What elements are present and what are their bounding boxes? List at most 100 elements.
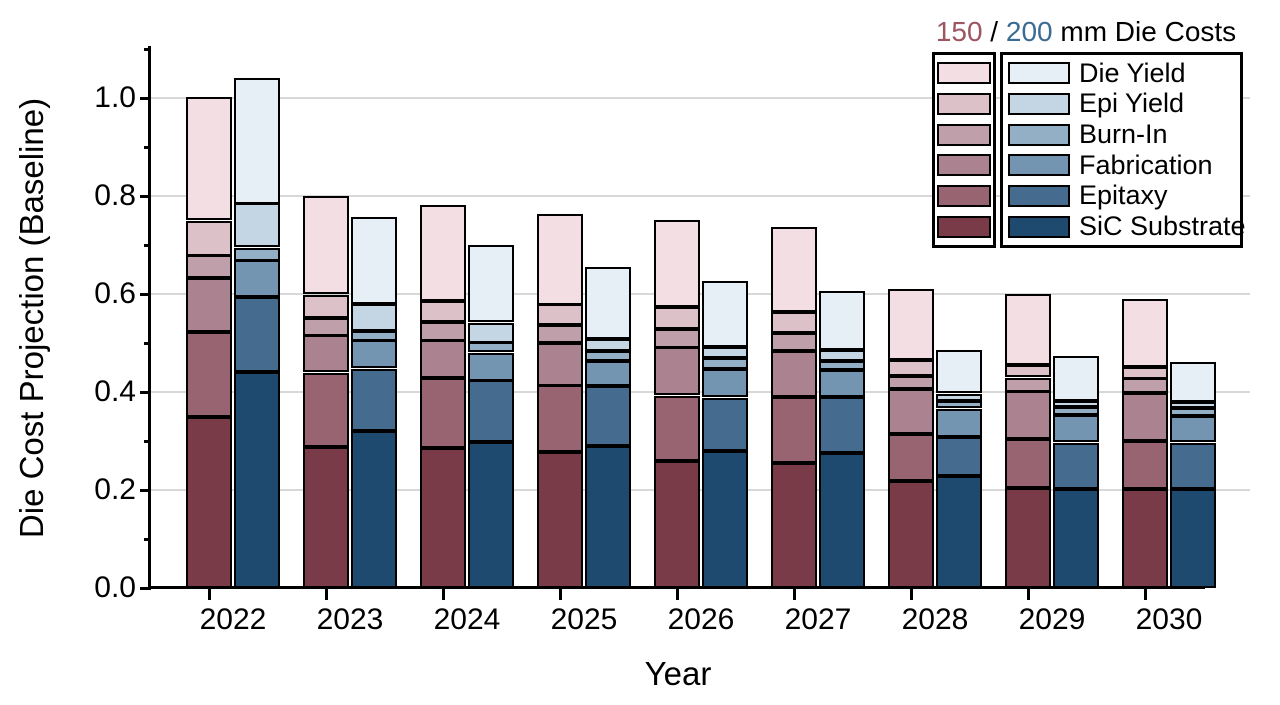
bar-segment-fabrication [771,351,817,397]
x-tick-label-2026: 2026 [667,603,735,636]
legend-label-sic-substrate: SiC Substrate [1079,211,1246,242]
bar-segment-epi-yield [585,339,631,351]
bar-segment-sic-substrate [771,463,817,588]
bar-segment-epi-yield [468,323,514,343]
y-tick-label-0.6: 0.6 [94,277,136,310]
bar-segment-die-yield [888,289,934,360]
bar-segment-die-yield [1122,299,1168,367]
bar-segment-sic-substrate [537,452,583,588]
bar-segment-epi-yield [351,304,397,331]
legend-box-200mm: Die Yield Epi Yield Burn-In Fabrication Epit… [1000,52,1246,248]
legend-row-epitaxy: Epitaxy [1003,182,1168,209]
legend-swatch-150mm-burn-in [937,123,991,146]
legend-swatch-150mm-epi-yield [937,92,991,115]
bar-segment-burn-in [585,351,631,361]
bar-segment-sic-substrate [1170,489,1216,588]
legend-swatch-200mm-burn-in [1008,123,1070,146]
plot-area [151,48,1250,589]
x-tick-2023 [325,588,328,600]
x-tick-label-2029: 2029 [1018,603,1086,636]
bar-150mm-2024 [420,205,466,588]
bar-segment-epi-yield [1122,367,1168,379]
legend-row-die-yield: Die Yield [1003,59,1186,87]
bar-segment-burn-in [1170,408,1216,416]
grid-line-1.0 [151,97,1250,99]
legend-label-fabrication: Fabrication [1079,149,1213,180]
bar-segment-burn-in [186,255,232,278]
x-tick-label-2030: 2030 [1135,603,1203,636]
bar-segment-sic-substrate [819,453,865,588]
bar-200mm-2026 [702,281,748,588]
bar-segment-fabrication [1122,393,1168,441]
x-tick-label-2024: 2024 [433,603,501,636]
bar-segment-fabrication [888,389,934,434]
legend-swatch-150mm-sic-substrate [937,215,991,238]
bar-segment-burn-in [936,401,982,408]
bar-segment-fabrication [1170,416,1216,442]
legend-title-separator: / [982,16,1006,47]
bar-segment-epi-yield [888,360,934,376]
legend-swatch-200mm-sic-substrate [1008,215,1070,238]
bar-segment-fabrication [936,409,982,437]
bar-150mm-2023 [303,196,349,588]
legend-swatch-200mm-die-yield [1008,62,1070,85]
y-tick-0.0 [140,587,151,590]
x-tick-label-2023: 2023 [316,603,384,636]
bar-segment-die-yield [936,350,982,393]
y-tick-label-0.2: 0.2 [94,473,136,506]
bar-segment-fabrication [1005,391,1051,439]
bar-segment-die-yield [186,97,232,220]
bar-segment-epi-yield [1170,402,1216,408]
bar-150mm-2028 [888,289,934,588]
legend-title-200: 200 [1005,16,1053,47]
legend-row-fabrication: Fabrication [1003,149,1213,180]
bar-segment-die-yield [537,214,583,305]
bar-200mm-2023 [351,217,397,588]
bar-segment-burn-in [420,322,466,341]
y-tick-0.2 [140,489,151,492]
bar-segment-sic-substrate [585,446,631,588]
y-minor-tick-0.3 [144,440,151,443]
bar-segment-die-yield [1005,294,1051,365]
bar-segment-fabrication [1053,415,1099,442]
bar-150mm-2025 [537,214,583,588]
bar-segment-fabrication [702,369,748,397]
bar-segment-die-yield [468,245,514,322]
bar-segment-sic-substrate [234,372,280,588]
grid-line-0.6 [151,293,1250,295]
bar-segment-sic-substrate [303,447,349,588]
y-tick-label-1.0: 1.0 [94,81,136,114]
bar-segment-sic-substrate [1053,489,1099,588]
bar-segment-die-yield [702,281,748,347]
legend-row-burn-in: Burn-In [1003,121,1168,148]
bar-segment-sic-substrate [1005,488,1051,588]
bar-segment-epitaxy [936,437,982,476]
bar-segment-burn-in [351,331,397,341]
y-minor-tick-0.5 [144,342,151,345]
legend-swatch-150mm-fabrication [937,154,991,177]
bar-150mm-2022 [186,97,232,588]
bar-segment-epitaxy [1053,443,1099,489]
x-tick-2022 [208,588,211,600]
bar-segment-burn-in [654,329,700,348]
bar-segment-burn-in [537,325,583,343]
y-minor-tick-0.9 [144,146,151,149]
bar-200mm-2028 [936,350,982,588]
bar-segment-burn-in [702,358,748,369]
bar-segment-epi-yield [1053,401,1099,407]
bar-segment-burn-in [234,248,280,261]
x-tick-2026 [676,588,679,600]
bar-segment-die-yield [1170,362,1216,402]
bar-segment-die-yield [585,267,631,339]
bar-segment-epi-yield [420,301,466,322]
legend-swatch-150mm-epitaxy [937,184,991,207]
y-minor-tick-0.7 [144,244,151,247]
bar-segment-fabrication [819,370,865,397]
x-tick-2027 [793,588,796,600]
x-tick-2029 [1027,588,1030,600]
bar-segment-die-yield [819,291,865,350]
legend-label-burn-in: Burn-In [1079,119,1168,150]
y-tick-0.6 [140,293,151,296]
bar-150mm-2030 [1122,299,1168,588]
legend-title-rest: mm Die Costs [1052,16,1237,47]
